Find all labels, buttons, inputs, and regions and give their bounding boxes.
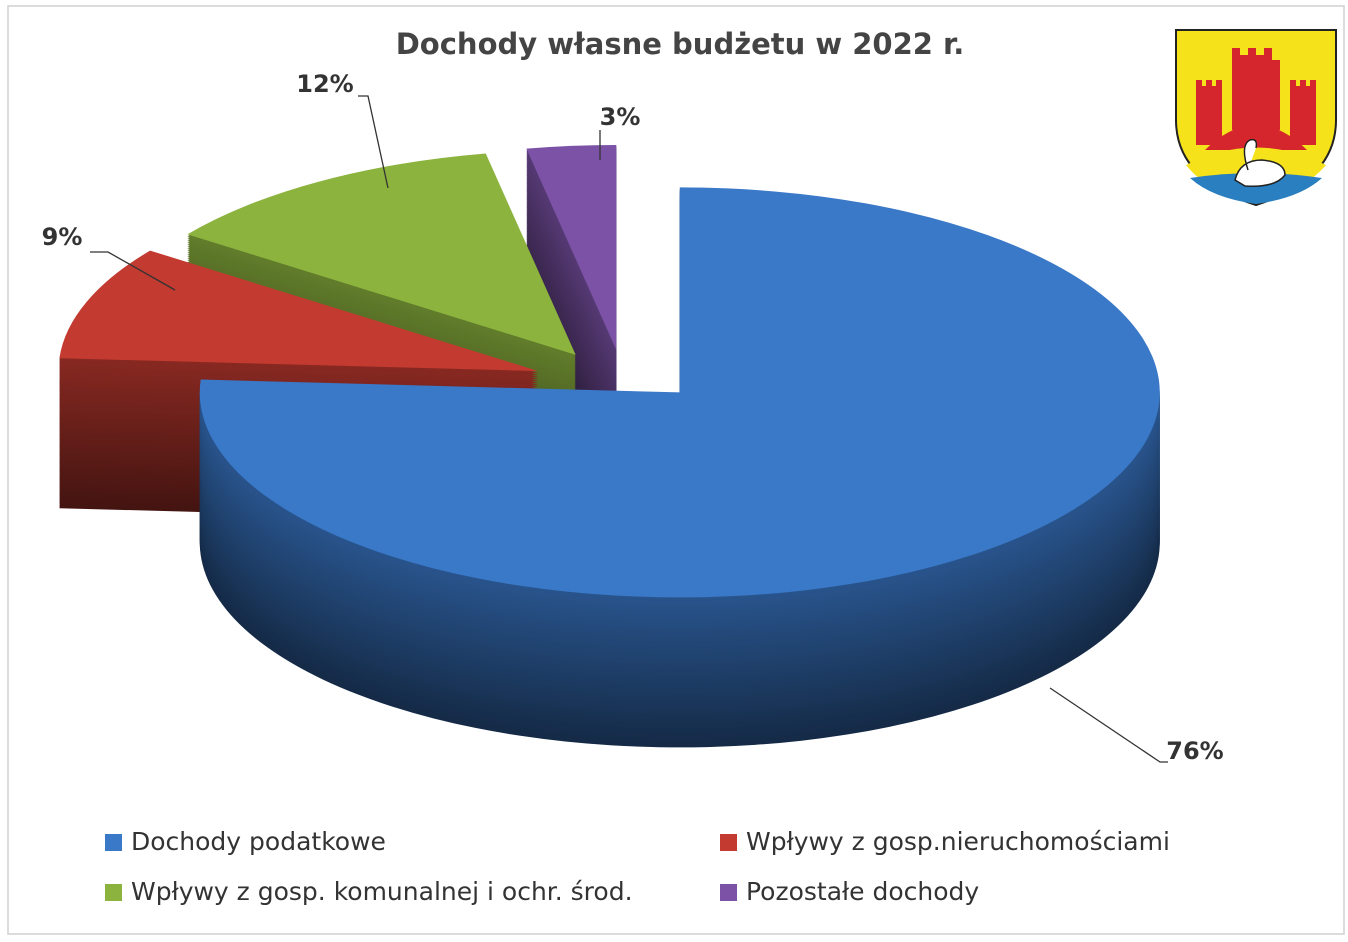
legend-label: Dochody podatkowe bbox=[131, 827, 386, 856]
emblem bbox=[1175, 29, 1337, 207]
legend-marker bbox=[720, 884, 737, 901]
data-label: 12% bbox=[296, 70, 353, 98]
legend-marker bbox=[720, 834, 737, 851]
data-label: 3% bbox=[600, 103, 641, 131]
data-label: 9% bbox=[42, 223, 83, 251]
slice-top bbox=[187, 153, 576, 355]
leader-line bbox=[358, 95, 389, 189]
slice-top bbox=[59, 250, 539, 372]
slice-top bbox=[526, 144, 617, 350]
chart-title: Dochody własne budżetu w 2022 r. bbox=[396, 27, 965, 61]
legend-marker bbox=[105, 834, 122, 851]
data-label: 76% bbox=[1166, 737, 1223, 765]
leader-line bbox=[1049, 687, 1168, 763]
legend-label: Wpływy z gosp. komunalnej i ochr. środ. bbox=[131, 877, 633, 906]
legend-label: Pozostałe dochody bbox=[746, 877, 979, 906]
slice bbox=[199, 187, 1160, 748]
legend-label: Wpływy z gosp.nieruchomościami bbox=[746, 827, 1170, 856]
leader-line bbox=[90, 251, 176, 291]
legend-marker bbox=[105, 884, 122, 901]
slice-top bbox=[199, 187, 1160, 598]
